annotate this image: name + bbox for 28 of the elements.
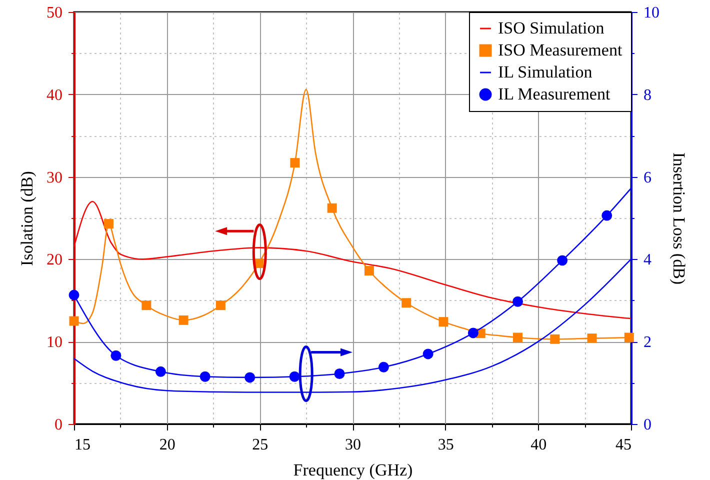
y2-tick-label: 10 <box>644 4 660 22</box>
line-series <box>73 200 632 320</box>
y-tick-label: 10 <box>46 334 62 352</box>
x-tick-label: 30 <box>345 436 361 454</box>
x-axis-title: Frequency (GHz) <box>293 460 413 480</box>
legend-label: IL Measurement <box>498 84 610 104</box>
y-tick-label: 20 <box>46 252 62 269</box>
legend-label: ISO Simulation <box>498 18 605 38</box>
y2-tick-label: 6 <box>644 169 652 186</box>
x-tick-label: 25 <box>252 436 268 454</box>
y2-tick-label: 4 <box>644 252 652 269</box>
legend-label: IL Simulation <box>498 62 593 82</box>
x-tick-label: 45 <box>616 436 632 454</box>
y2-tick-label: 8 <box>644 86 652 104</box>
y-tick-label: 30 <box>46 169 62 186</box>
x-tick-label: 15 <box>74 436 90 454</box>
y2-tick-label: 0 <box>644 416 652 434</box>
x-tick-label: 35 <box>438 436 454 454</box>
legend-label: ISO Measurement <box>498 40 622 60</box>
y-tick-label: 0 <box>54 416 62 434</box>
line-series <box>73 258 632 393</box>
y2-axis-title: Insertion Loss (dB) <box>670 152 688 285</box>
y-axis-title: Isolation (dB) <box>18 171 36 266</box>
y2-tick-label: 2 <box>644 334 652 352</box>
y-tick-label: 50 <box>46 4 62 22</box>
y-tick-label: 40 <box>46 86 62 104</box>
x-tick-label: 40 <box>530 436 547 454</box>
x-tick-label: 20 <box>159 436 176 454</box>
